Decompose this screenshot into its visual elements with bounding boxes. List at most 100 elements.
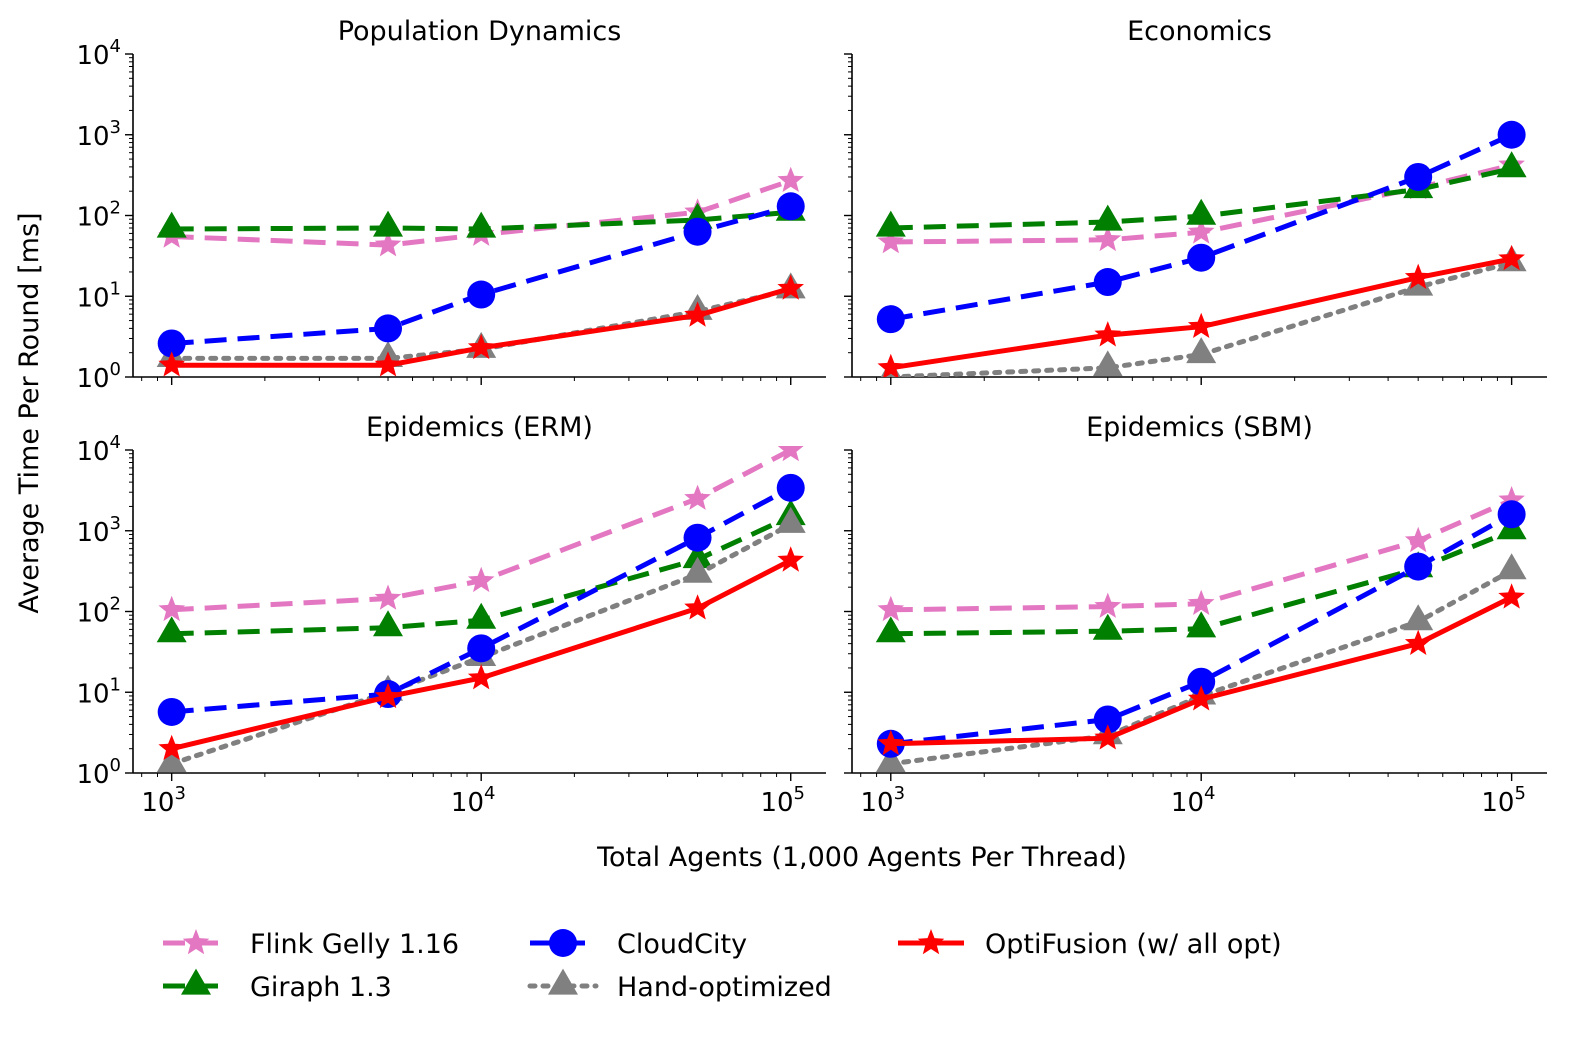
data-point — [467, 634, 496, 663]
data-point — [1498, 583, 1525, 609]
data-point — [374, 231, 402, 257]
data-point — [683, 217, 712, 246]
data-point — [1498, 244, 1525, 271]
y-tick-exponent: 0 — [110, 359, 121, 380]
data-point — [158, 351, 185, 377]
x-tick-label: 104 — [1171, 783, 1216, 818]
data-point — [1187, 243, 1216, 272]
series-flink-gelly-1-16 — [158, 446, 804, 622]
data-point — [156, 746, 187, 773]
data-point — [877, 228, 905, 254]
data-point — [1187, 685, 1215, 711]
y-tick-label: 102 — [76, 594, 121, 629]
y-tick-exponent: 2 — [110, 198, 121, 219]
data-point — [1187, 589, 1215, 615]
y-tick-exponent: 1 — [110, 674, 121, 695]
legend-label: CloudCity — [617, 929, 747, 960]
legend-label: Hand-optimized — [617, 972, 832, 1003]
data-point — [684, 484, 711, 510]
data-point — [684, 594, 711, 620]
data-point — [373, 210, 403, 237]
data-point — [1186, 611, 1217, 638]
x-axis-label: Total Agents (1,000 Agents Per Thread) — [596, 842, 1127, 873]
legend-label: Flink Gelly 1.16 — [250, 929, 459, 960]
data-point — [1187, 667, 1216, 696]
data-point — [683, 523, 712, 552]
y-tick-exponent: 4 — [110, 432, 121, 453]
data-point — [877, 729, 905, 756]
legend-item-optifusion-w-all-opt: OptiFusion (w/ all opt) — [898, 929, 1282, 960]
legend-item-giraph-1-3: Giraph 1.3 — [163, 968, 392, 1003]
data-point — [1403, 604, 1434, 631]
x-tick-exponent: 4 — [484, 783, 495, 804]
data-point — [1094, 724, 1122, 750]
data-point — [373, 610, 403, 637]
data-point — [374, 314, 403, 343]
data-point — [467, 280, 496, 309]
y-axis-label: Average Time Per Round [ms] — [14, 212, 45, 613]
data-point — [1497, 500, 1526, 529]
data-point — [777, 274, 804, 300]
y-tick-label: 101 — [76, 674, 121, 709]
data-point — [1404, 263, 1432, 289]
legend-label: Giraph 1.3 — [250, 972, 392, 1003]
y-tick-label: 101 — [76, 278, 121, 313]
panel-title: Population Dynamics — [338, 16, 622, 47]
data-point — [1404, 552, 1433, 581]
data-point — [467, 333, 495, 360]
legend-item-hand-optimized: Hand-optimized — [527, 968, 832, 1003]
series-optifusion-w-all-opt — [877, 244, 1525, 377]
x-tick-label: 105 — [1481, 783, 1526, 818]
data-point — [877, 353, 905, 377]
data-point — [1094, 592, 1122, 618]
series-line — [171, 485, 792, 715]
data-point — [1404, 526, 1432, 553]
data-point — [682, 556, 713, 583]
x-tick-label: 103 — [141, 783, 186, 818]
data-point — [1187, 312, 1215, 338]
x-tick-exponent: 5 — [1514, 783, 1525, 804]
series-line — [888, 568, 1515, 767]
y-tick-label: 104 — [76, 36, 121, 71]
legend-marker — [181, 968, 211, 995]
data-point — [158, 734, 185, 760]
y-tick-label: 103 — [76, 513, 121, 548]
data-point — [877, 595, 905, 622]
data-point — [1497, 120, 1526, 149]
data-point — [875, 210, 906, 237]
panel-title: Economics — [1127, 16, 1272, 47]
data-point — [156, 616, 187, 643]
data-point — [1092, 350, 1123, 377]
data-point — [1094, 225, 1122, 252]
data-point — [875, 746, 906, 773]
data-point — [1404, 162, 1433, 191]
panel-data — [875, 486, 1527, 773]
series-cloudcity — [876, 500, 1526, 758]
y-tick-label: 104 — [76, 432, 121, 467]
x-tick-label: 105 — [760, 783, 805, 818]
legend-item-flink-gelly-1-16: Flink Gelly 1.16 — [163, 929, 459, 960]
x-tick-exponent: 3 — [174, 783, 185, 804]
legend: Flink Gelly 1.16 Giraph 1.3 CloudCity Hand-… — [163, 929, 1282, 1003]
series-optifusion-w-all-opt — [158, 274, 804, 377]
y-tick-label: 103 — [76, 117, 121, 152]
data-point — [1496, 151, 1527, 178]
y-tick-exponent: 3 — [110, 117, 121, 138]
series-flink-gelly-1-16 — [158, 166, 804, 257]
x-tick-label: 103 — [861, 783, 906, 818]
legend-marker — [182, 929, 210, 955]
data-point — [466, 211, 497, 238]
legend-marker — [548, 968, 578, 995]
panel-data — [875, 120, 1527, 377]
y-tick-exponent: 1 — [110, 278, 121, 299]
series-flink-gelly-1-16 — [877, 486, 1525, 622]
data-point — [374, 351, 402, 377]
y-tick-label: 100 — [76, 755, 121, 790]
x-tick-exponent: 5 — [794, 783, 805, 804]
data-point — [1498, 486, 1525, 512]
y-tick-exponent: 0 — [110, 755, 121, 776]
series-optifusion-w-all-opt — [877, 583, 1525, 756]
data-point — [374, 682, 402, 709]
